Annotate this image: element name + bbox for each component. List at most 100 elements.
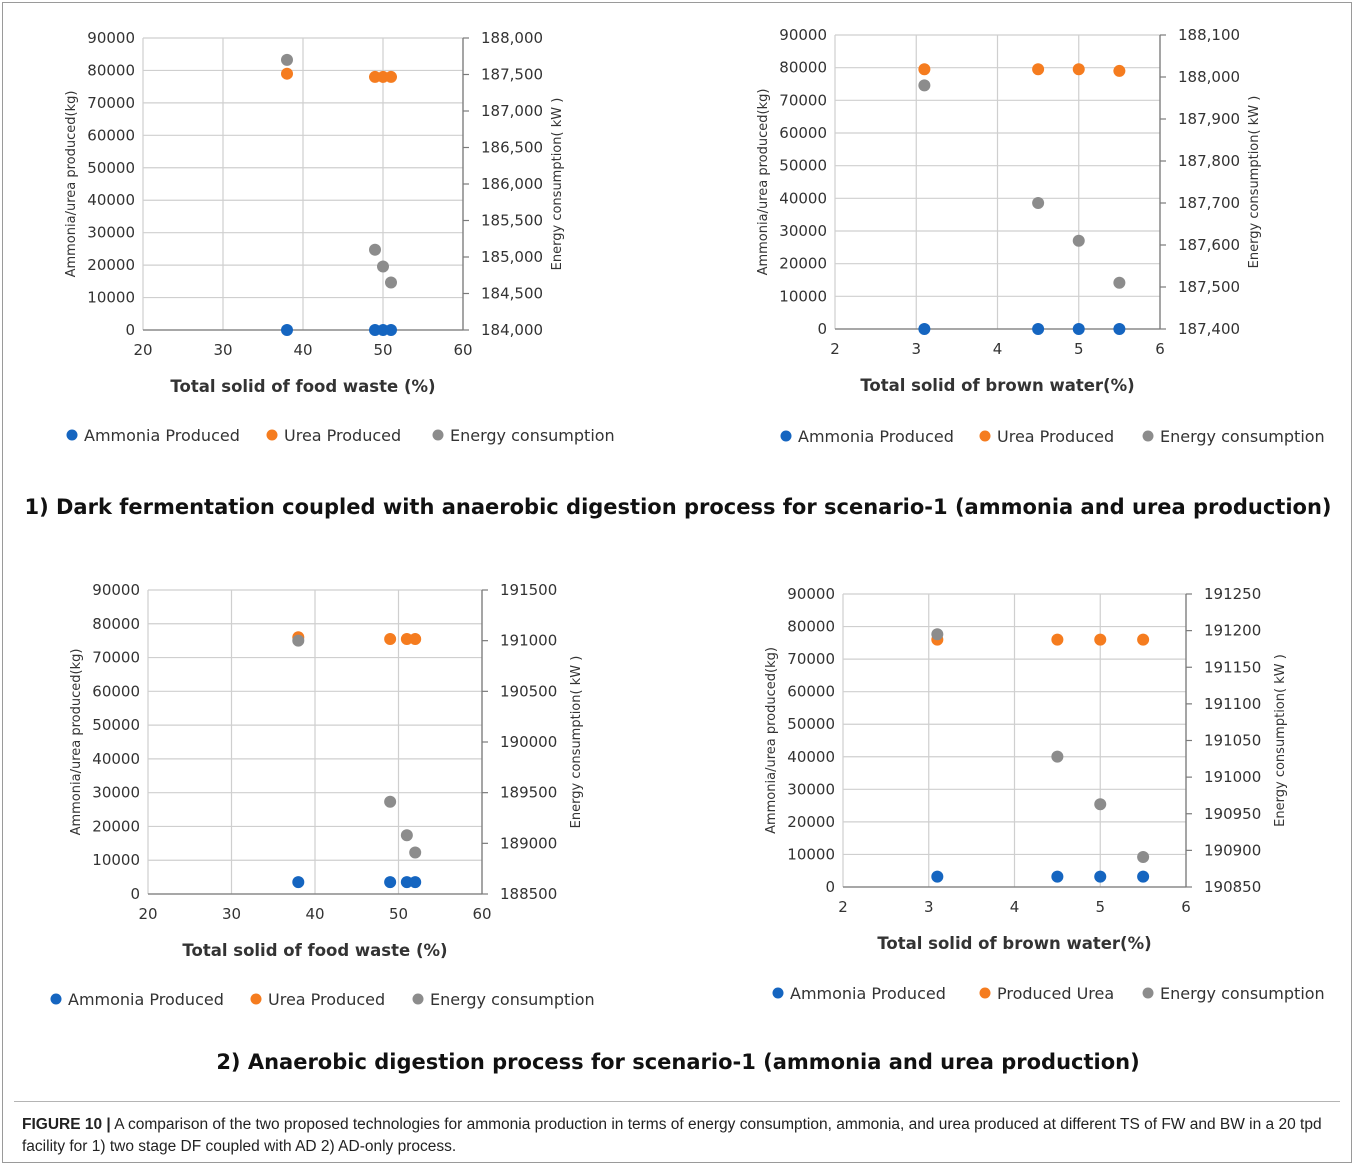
y2-tick-label: 191250 [1204, 585, 1261, 603]
y2-axis-title: Energy consumption( kW ) [550, 98, 565, 271]
y2-tick-label: 190850 [1204, 878, 1261, 896]
y2-tick-label: 189500 [500, 784, 557, 802]
y-tick-label: 60000 [92, 682, 140, 700]
y-tick-label: 90000 [787, 585, 835, 603]
data-point-urea [409, 632, 422, 645]
data-point-ammonia [1137, 870, 1150, 883]
y2-tick-label: 190950 [1204, 805, 1261, 823]
y2-tick-label: 189000 [500, 834, 557, 852]
data-point-energy [400, 829, 413, 842]
data-point-energy [1094, 798, 1107, 811]
section-title-2: 2) Anaerobic digestion process for scena… [216, 1050, 1140, 1074]
y-tick-label: 40000 [87, 191, 135, 209]
caption-text: A comparison of the two proposed technol… [22, 1116, 1322, 1155]
y2-tick-label: 187,400 [1178, 320, 1240, 338]
y-tick-label: 80000 [87, 61, 135, 79]
x-tick-label: 20 [133, 341, 152, 359]
y-tick-label: 50000 [787, 715, 835, 733]
y-tick-label: 20000 [779, 255, 827, 273]
data-point-urea [385, 70, 397, 83]
y2-tick-label: 185,500 [481, 212, 543, 230]
chart-3: 0 10000 20000 30000 40000 50000 60000 70000 8000… [50, 581, 595, 1009]
data-point-ammonia [281, 324, 293, 336]
y2-axis-title: Energy consumption( kW ) [1247, 96, 1262, 269]
legend-marker-energy [412, 993, 424, 1005]
x-tick-label: 6 [1181, 898, 1191, 916]
y-tick-label: 20000 [87, 256, 135, 274]
y-tick-label: 30000 [92, 784, 140, 802]
y-tick-label: 70000 [92, 649, 140, 667]
y-tick-label: 30000 [787, 780, 835, 798]
data-point-urea [1032, 63, 1045, 76]
y-axis-title: Ammonia/urea produced(kg) [64, 91, 79, 278]
y-tick-label: 0 [130, 885, 140, 903]
data-point-ammonia [931, 870, 944, 883]
x-tick-label: 20 [138, 905, 157, 923]
legend-marker-ammonia [66, 429, 78, 441]
y2-tick-label: 187,000 [481, 102, 543, 120]
data-point-urea [1094, 633, 1107, 646]
data-point-energy [292, 634, 305, 647]
figure-caption: FIGURE 10 | A comparison of the two prop… [22, 1114, 1322, 1158]
data-point-energy [385, 276, 397, 289]
legend-marker-urea [979, 430, 991, 442]
x-tick-label: 6 [1155, 340, 1165, 358]
y-tick-label: 10000 [779, 287, 827, 305]
data-point-ammonia [1032, 323, 1045, 335]
x-axis-title: Total solid of brown water(%) [860, 376, 1134, 395]
y-tick-label: 40000 [787, 748, 835, 766]
x-tick-label: 4 [993, 340, 1003, 358]
y-tick-label: 50000 [92, 716, 140, 734]
data-point-ammonia [384, 876, 397, 889]
y-tick-label: 90000 [779, 26, 827, 44]
x-tick-label: 60 [472, 905, 491, 923]
x-tick-label: 2 [830, 340, 840, 358]
caption-label: FIGURE 10 | [22, 1116, 111, 1133]
y-tick-label: 60000 [787, 683, 835, 701]
x-tick-label: 40 [293, 341, 312, 359]
legend-label: Produced Urea [997, 984, 1114, 1003]
y-tick-label: 20000 [787, 813, 835, 831]
y2-tick-label: 191500 [500, 581, 557, 599]
data-point-ammonia [385, 324, 397, 336]
legend-marker-urea [979, 987, 991, 999]
y2-tick-label: 187,900 [1178, 110, 1240, 128]
x-tick-label: 30 [213, 341, 232, 359]
x-tick-label: 40 [305, 905, 324, 923]
y-tick-label: 0 [125, 321, 135, 339]
data-point-energy [369, 243, 381, 256]
chart-4: 0 10000 20000 30000 40000 50000 60000 70000 8000… [764, 585, 1325, 1003]
y2-tick-label: 187,500 [481, 66, 543, 84]
legend-marker-urea [266, 429, 278, 441]
y2-tick-label: 191000 [500, 632, 557, 650]
legend-label: Urea Produced [997, 427, 1114, 446]
y-tick-label: 60000 [87, 126, 135, 144]
x-axis-title: Total solid of brown water(%) [877, 934, 1151, 953]
legend-marker-ammonia [780, 430, 792, 442]
y2-tick-label: 185,000 [481, 248, 543, 266]
legend-marker-energy [1142, 430, 1154, 442]
data-point-energy [409, 846, 422, 859]
y2-tick-label: 187,700 [1178, 194, 1240, 212]
y-tick-label: 60000 [779, 124, 827, 142]
y-tick-label: 80000 [779, 59, 827, 77]
data-point-urea [384, 632, 397, 645]
y2-tick-label: 186,500 [481, 139, 543, 157]
y2-tick-label: 184,000 [481, 321, 543, 339]
data-point-ammonia [1072, 323, 1085, 335]
data-point-energy [281, 53, 293, 66]
y-tick-label: 10000 [787, 845, 835, 863]
data-point-urea [1113, 64, 1126, 77]
data-point-energy [1137, 850, 1150, 863]
data-point-energy [918, 79, 931, 92]
y-tick-label: 0 [817, 320, 827, 338]
y-tick-label: 30000 [87, 224, 135, 242]
chart-2: 0 10000 20000 30000 40000 50000 60000 70000 8000… [756, 26, 1325, 446]
legend-label: Ammonia Produced [68, 990, 224, 1009]
x-axis-title: Total solid of food waste (%) [182, 941, 447, 960]
y2-tick-label: 191000 [1204, 768, 1261, 786]
y2-tick-label: 190500 [500, 682, 557, 700]
data-point-urea [918, 63, 931, 76]
